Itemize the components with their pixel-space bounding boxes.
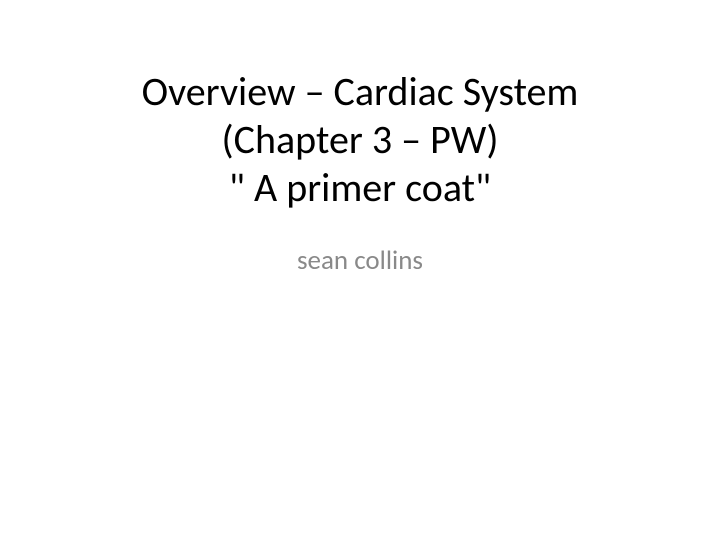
slide-subtitle: sean collins (297, 244, 423, 277)
title-line-2: (Chapter 3 – PW) (142, 116, 579, 164)
slide-container: Overview – Cardiac System (Chapter 3 – P… (0, 0, 720, 540)
title-line-3: " A primer coat" (142, 164, 579, 212)
slide-title: Overview – Cardiac System (Chapter 3 – P… (142, 68, 579, 212)
title-line-1: Overview – Cardiac System (142, 68, 579, 116)
